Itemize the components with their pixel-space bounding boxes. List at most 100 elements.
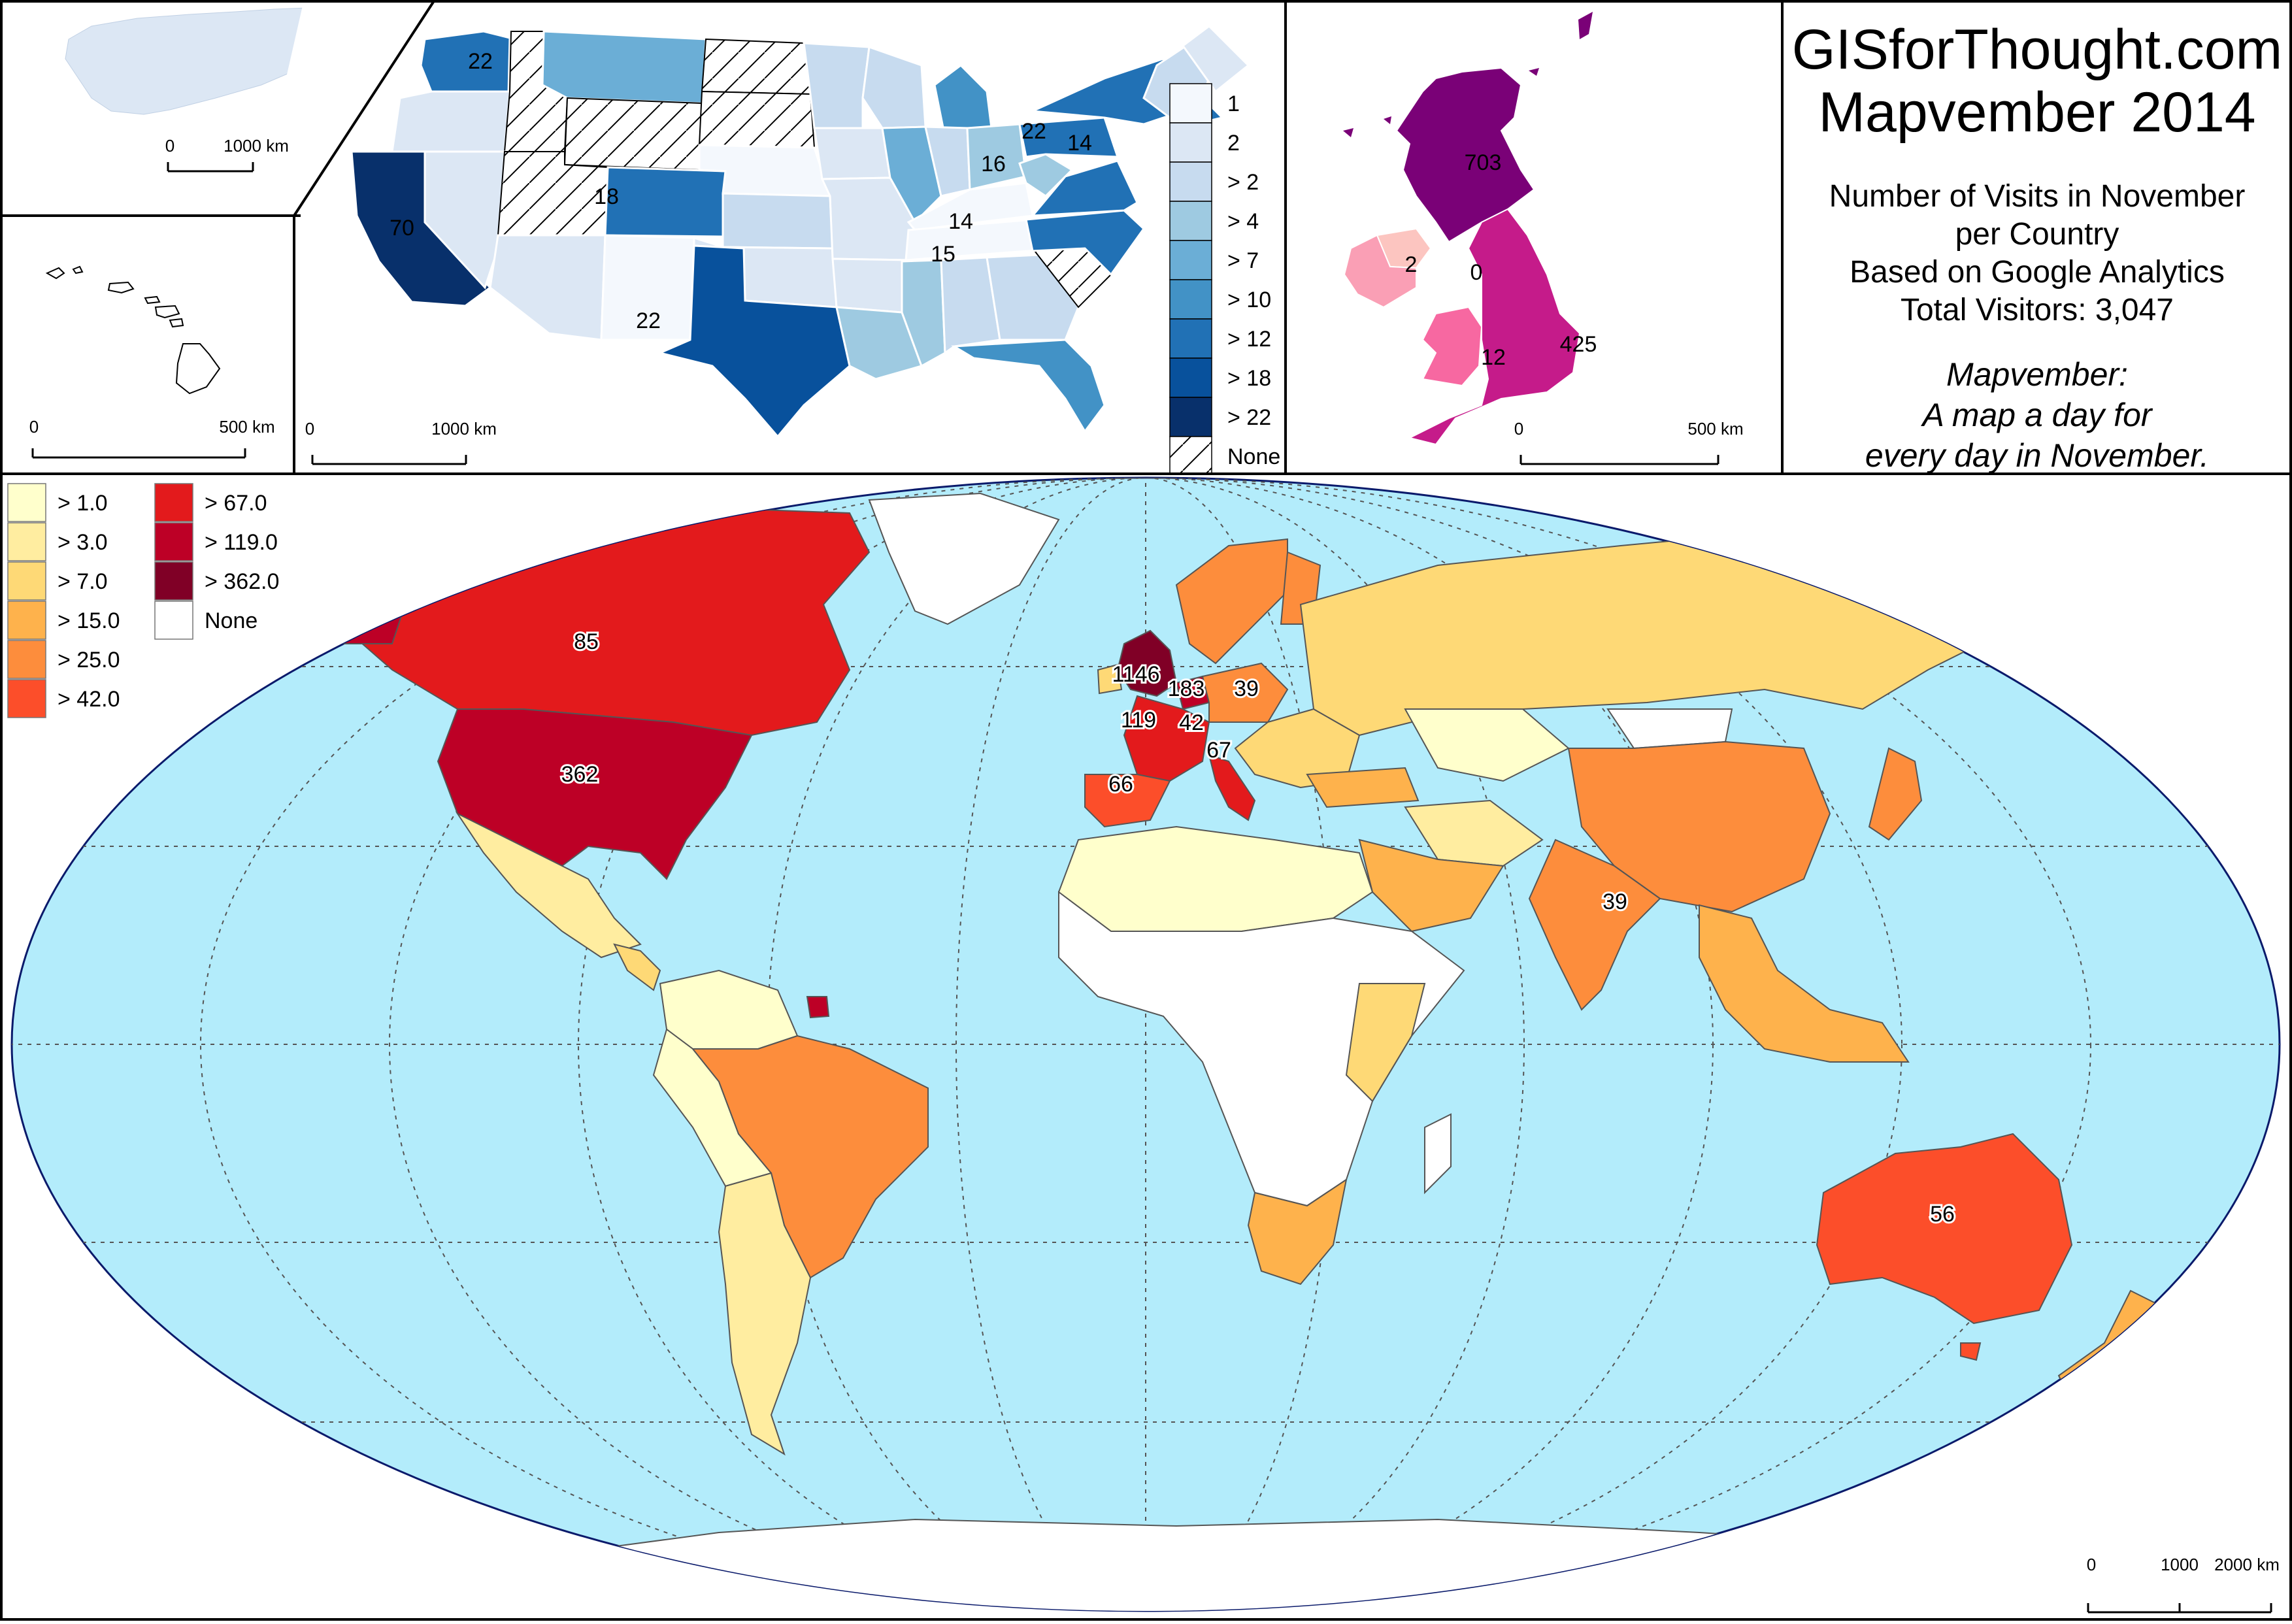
state-arizona[interactable] — [489, 234, 606, 341]
uk-map: 703 2 0 12 425 0 500 km — [1343, 12, 1744, 465]
world-legend-label: None — [205, 608, 257, 633]
usa-legend-label: > 2 — [1227, 170, 1259, 195]
label-wales: 12 — [1481, 345, 1506, 370]
label-usa: 362 — [561, 762, 599, 787]
uk-scale-zero: 0 — [1514, 419, 1523, 439]
world-legend-label: > 362.0 — [205, 569, 279, 594]
hawaii-scale-zero: 0 — [29, 417, 39, 437]
alaska-shape — [65, 5, 420, 115]
state-south-dakota[interactable] — [698, 90, 816, 149]
usa-legend: 1 2 > 2 > 4 > 7 > 10 > 12 > 18 > 22 None — [1169, 83, 1280, 476]
world-legend-swatch — [154, 601, 193, 640]
country-guiana[interactable] — [806, 996, 830, 1019]
usa-legend-swatch — [1169, 240, 1212, 280]
usa-panel: 22 70 18 22 16 22 14 14 15 1 2 > 2 > 4 > 7 > … — [294, 0, 1286, 476]
uk-panel: 703 2 0 12 425 0 500 km — [1286, 0, 1782, 474]
label-spain: 66 — [1108, 772, 1133, 797]
world-legend-swatch — [154, 561, 193, 601]
state-north-dakota[interactable] — [701, 38, 812, 95]
usa-legend-swatch — [1169, 318, 1212, 359]
state-montana[interactable] — [541, 30, 707, 105]
label-new-york: 22 — [1021, 119, 1046, 144]
country-turkey[interactable] — [1306, 767, 1420, 808]
usa-legend-label: > 22 — [1227, 405, 1271, 430]
usa-legend-swatch — [1169, 436, 1212, 476]
usa-legend-label: > 18 — [1227, 366, 1271, 391]
map-title: Mapvember 2014 — [1818, 81, 2256, 144]
site-title: GISforThought.com — [1791, 18, 2283, 81]
state-colorado[interactable] — [604, 166, 727, 238]
usa-legend-swatch — [1169, 357, 1212, 398]
hawaii-islands — [45, 265, 221, 395]
world-scale-mid: 1000 — [2161, 1555, 2199, 1574]
world-legend-swatch — [7, 601, 46, 640]
alaska-map: 0 1000 km — [0, 0, 420, 216]
state-florida[interactable] — [951, 339, 1106, 433]
label-pennsylvania: 16 — [981, 152, 1006, 176]
world-legend-swatch — [7, 561, 46, 601]
label-uk: 1146 — [1112, 662, 1159, 687]
usa-legend-label: > 10 — [1227, 288, 1271, 312]
label-australia: 56 — [1930, 1202, 1955, 1227]
usa-legend-swatch — [1169, 397, 1212, 437]
label-netherlands: 183 — [1168, 676, 1205, 701]
state-oregon[interactable] — [391, 90, 511, 153]
uk-scale-label: 500 km — [1687, 419, 1743, 439]
label-north-carolina: 15 — [931, 242, 955, 267]
label-northern-ireland: 0 — [1470, 260, 1483, 285]
state-wyoming[interactable] — [563, 97, 703, 171]
state-arkansas[interactable] — [831, 257, 910, 314]
world-legend-label: > 1.0 — [58, 491, 108, 516]
map-tagline: Mapvember: A map a day for every day in … — [1865, 356, 2210, 474]
usa-legend-swatch — [1169, 161, 1212, 202]
world-legend-swatch — [154, 483, 193, 522]
label-texas: 22 — [636, 308, 661, 333]
world-legend-label: > 3.0 — [58, 530, 108, 555]
world-legend-label: > 7.0 — [58, 569, 108, 594]
hawaii-inset: 0 500 km — [0, 216, 294, 474]
usa-legend-label: 2 — [1227, 131, 1240, 156]
world-legend-swatch — [7, 483, 46, 522]
alaska-inset: 0 1000 km — [0, 0, 420, 216]
map-subtitle: Number of Visits in November per Country… — [1829, 179, 2246, 327]
world-legend-swatch — [7, 679, 46, 718]
hawaii-scale-label: 500 km — [219, 417, 274, 437]
world-legend-label: > 25.0 — [58, 648, 120, 672]
state-minnesota[interactable] — [803, 42, 871, 129]
label-poland: 39 — [1234, 676, 1259, 701]
usa-legend-swatch — [1169, 279, 1212, 320]
usa-states — [350, 25, 1250, 439]
state-wisconsin[interactable] — [861, 45, 927, 129]
world-scale-zero: 0 — [2087, 1555, 2096, 1574]
label-scotland: 703 — [1465, 150, 1502, 175]
hawaii-map: 0 500 km — [29, 265, 275, 459]
label-france: 119 — [1121, 708, 1156, 733]
alaska-scale-label: 1000 km — [224, 136, 289, 156]
label-california: 70 — [390, 216, 414, 240]
region-wales[interactable] — [1421, 306, 1483, 387]
label-england: 425 — [1560, 332, 1597, 357]
label-india: 39 — [1603, 889, 1627, 914]
country-tasmania[interactable] — [1960, 1342, 1982, 1361]
alaska-scale-zero: 0 — [165, 136, 174, 156]
country-alaska[interactable] — [299, 571, 407, 644]
label-ireland: 2 — [1405, 252, 1418, 277]
state-iowa[interactable] — [813, 127, 891, 180]
label-switzerland: 42 — [1179, 710, 1204, 735]
country-antarctica[interactable] — [522, 1518, 2027, 1621]
usa-map: 22 70 18 22 16 22 14 14 15 1 2 > 2 > 4 > 7 > … — [305, 25, 1280, 476]
usa-legend-swatch — [1169, 83, 1212, 124]
world-legend-label: > 119.0 — [205, 530, 278, 555]
world-map: 85 362 1146 183 39 119 42 67 66 39 56 > … — [7, 476, 2281, 1621]
world-legend: > 1.0 > 3.0 > 7.0 > 15.0 > 25.0 > 42.0 > 67.0 >… — [7, 483, 279, 718]
world-legend-label: > 42.0 — [58, 687, 120, 712]
state-washington[interactable] — [420, 30, 511, 93]
usa-legend-label: None — [1227, 444, 1280, 469]
usa-legend-swatch — [1169, 201, 1212, 241]
usa-scale-label: 1000 km — [431, 419, 497, 439]
world-legend-label: > 15.0 — [58, 608, 120, 633]
world-legend-swatch — [7, 640, 46, 679]
state-kansas[interactable] — [722, 192, 834, 250]
world-legend-swatch — [7, 522, 46, 561]
title-block: GISforThought.com Mapvember 2014 Number … — [1782, 0, 2292, 474]
